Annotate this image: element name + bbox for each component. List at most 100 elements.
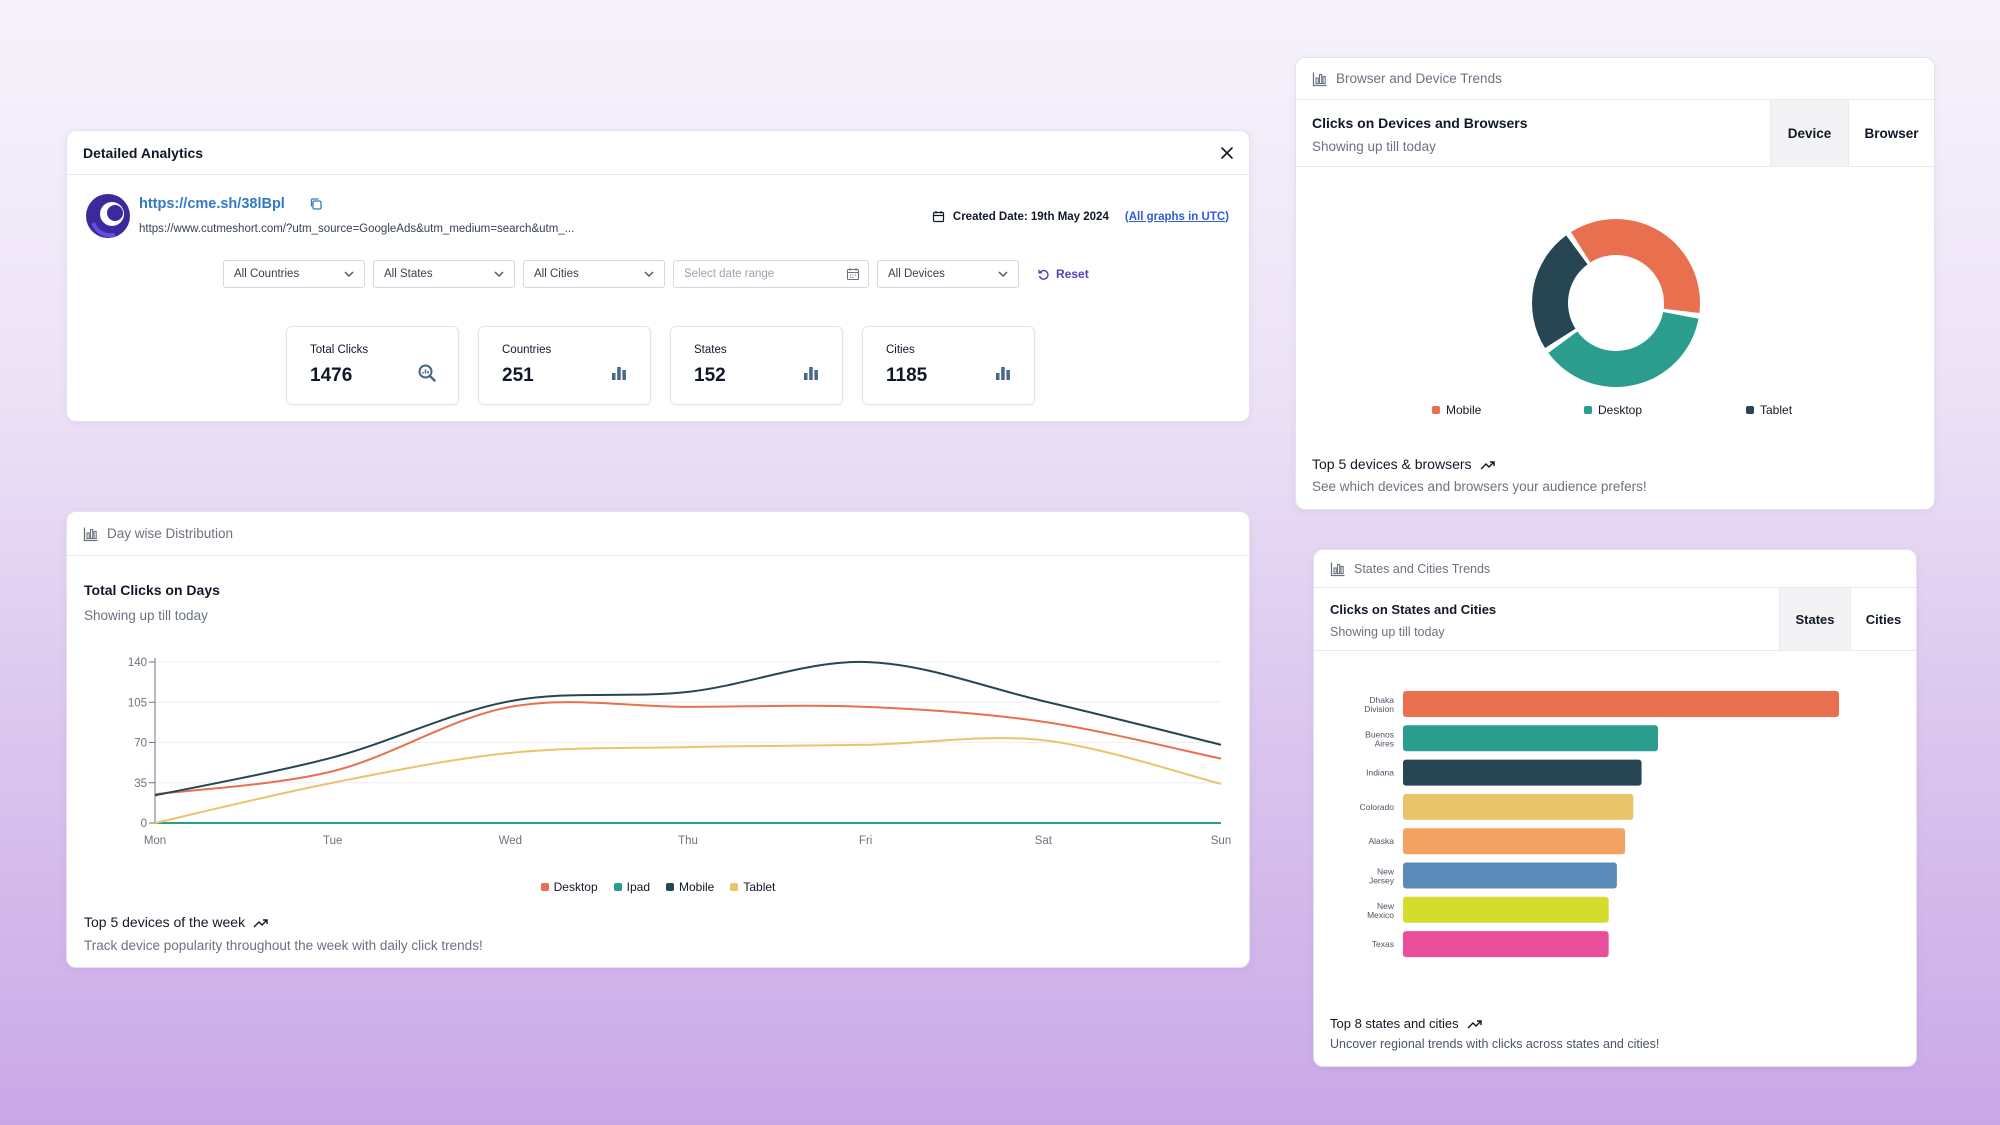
link-info: https://cme.sh/38lBpl https://www.cutmes…: [85, 193, 1235, 243]
bar-chart-icon: [610, 364, 628, 382]
browser-device-trends-panel: Browser and Device Trends Clicks on Devi…: [1295, 57, 1935, 510]
short-url-link[interactable]: https://cme.sh/38lBpl: [139, 196, 285, 212]
date-range-placeholder: Select date range: [684, 268, 775, 280]
chart-icon: [1330, 561, 1346, 577]
x-tick-label: Fri: [859, 835, 872, 847]
devices-select-value: All Devices: [888, 268, 945, 280]
stat-value: 251: [502, 365, 534, 386]
chart-title: Clicks on States and Cities: [1330, 602, 1497, 617]
stat-label: Cities: [886, 344, 915, 356]
donut-slice-desktop: [1548, 312, 1699, 387]
y-tick-label: 35: [134, 778, 147, 790]
footer-subtitle: See which devices and browsers your audi…: [1312, 479, 1647, 494]
tab-browser[interactable]: Browser: [1848, 100, 1934, 166]
bar-label: New Mexico: [1367, 901, 1395, 920]
series-line-desktop: [154, 701, 1222, 796]
x-tick-label: Sun: [1211, 835, 1231, 847]
legend-swatch: [540, 883, 549, 891]
chart-subtitle: Showing up till today: [1330, 625, 1445, 639]
donut-chart: [1532, 219, 1700, 387]
reset-button[interactable]: Reset: [1037, 267, 1089, 281]
chart-title: Clicks on Devices and Browsers: [1312, 115, 1528, 131]
line-chart: 0 35 70 105 140 Mon Tue Wed Thu Fri Sat Sun: [128, 657, 1231, 847]
panel-header-label: Day wise Distribution: [107, 526, 234, 541]
bar-buenos-aires: [1403, 725, 1659, 752]
panel-header: States and Cities Trends: [1314, 550, 1916, 588]
chart-tabbar: Clicks on Devices and Browsers Showing u…: [1296, 100, 1934, 167]
day-wise-distribution-panel: Day wise Distribution Total Clicks on Da…: [66, 511, 1250, 968]
y-tick-label: 70: [134, 738, 147, 750]
footer-title: Top 8 states and cities: [1330, 1016, 1483, 1031]
legend-item-mobile[interactable]: Mobile: [666, 880, 714, 894]
stat-label: Countries: [502, 344, 552, 356]
stat-card-total-clicks: Total Clicks 1476: [286, 326, 459, 405]
footer-title-text: Top 5 devices of the week: [84, 914, 246, 930]
legend-item-desktop[interactable]: Desktop: [1584, 403, 1642, 417]
tab-cities[interactable]: Cities: [1850, 588, 1916, 650]
tab-device[interactable]: Device: [1770, 100, 1848, 166]
bar-chart-icon: [994, 364, 1012, 382]
legend-item-tablet[interactable]: Tablet: [730, 880, 775, 894]
states-select[interactable]: All States: [373, 260, 515, 288]
trending-up-icon: [1480, 458, 1496, 470]
horizontal-bar-chart: Dhaka Division Buenos Aires Indiana Colorado A…: [1360, 691, 1839, 958]
x-tick-label: Tue: [323, 835, 342, 847]
x-tick-label: Sat: [1035, 835, 1053, 847]
created-date-label: Created Date: 19th May 2024: [952, 210, 1109, 223]
legend-swatch: [1746, 406, 1754, 414]
legend-swatch: [1432, 406, 1440, 414]
bar-colorado: [1403, 793, 1634, 820]
footer-title-text: Top 8 states and cities: [1330, 1016, 1459, 1031]
legend-label: Mobile: [679, 880, 715, 894]
created-date: Created Date: 19th May 2024 (All graphs …: [932, 210, 1229, 223]
reset-icon: [1037, 268, 1050, 281]
legend-label: Tablet: [1760, 403, 1793, 417]
calendar-icon: [846, 267, 860, 281]
chart-subtitle: Showing up till today: [1312, 139, 1436, 154]
legend-swatch: [730, 883, 739, 891]
copy-icon[interactable]: [309, 197, 323, 211]
legend-label: Ipad: [626, 880, 650, 894]
bar-dhaka-division: [1403, 691, 1839, 717]
footer-title-text: Top 5 devices & browsers: [1312, 456, 1472, 472]
bar-new-jersey: [1403, 862, 1617, 889]
destination-url: https://www.cutmeshort.com/?utm_source=G…: [139, 223, 575, 235]
tab-states[interactable]: States: [1779, 588, 1850, 650]
donut-slice-mobile: [1571, 219, 1700, 313]
search-chart-icon: [418, 364, 436, 382]
bar-label: Indiana: [1366, 768, 1394, 778]
stat-value: 1476: [310, 365, 353, 386]
brand-logo-icon: [85, 193, 131, 239]
devices-select[interactable]: All Devices: [877, 260, 1019, 288]
panel-header-label: Browser and Device Trends: [1336, 71, 1502, 86]
footer-subtitle: Track device popularity throughout the w…: [84, 938, 483, 953]
reset-label: Reset: [1056, 267, 1089, 281]
date-range-input[interactable]: Select date range: [673, 260, 869, 288]
cities-select[interactable]: All Cities: [523, 260, 665, 288]
countries-select[interactable]: All Countries: [223, 260, 365, 288]
chart-icon: [1312, 71, 1328, 87]
bar-label: Texas: [1372, 939, 1394, 949]
y-tick-label: 105: [128, 697, 147, 709]
chart-icon: [83, 526, 99, 542]
filter-bar: All Countries All States All Cities Sele…: [223, 259, 1089, 289]
bar-new-mexico: [1403, 896, 1609, 923]
x-tick-label: Thu: [678, 835, 698, 847]
trending-up-icon: [253, 916, 269, 928]
calendar-icon: [932, 210, 945, 223]
series-line-tablet: [154, 737, 1222, 824]
legend-item-mobile[interactable]: Mobile: [1432, 403, 1481, 417]
close-icon[interactable]: [1217, 143, 1237, 163]
utc-link[interactable]: (All graphs in UTC): [1124, 210, 1229, 223]
chart-title: Total Clicks on Days: [84, 582, 220, 598]
bar-label: Dhaka Division: [1364, 695, 1394, 714]
legend-item-ipad[interactable]: Ipad: [613, 880, 650, 894]
series-line-mobile: [154, 660, 1222, 797]
states-cities-trends-panel: States and Cities Trends Clicks on State…: [1313, 549, 1917, 1067]
legend-item-tablet[interactable]: Tablet: [1746, 403, 1792, 417]
legend-item-desktop[interactable]: Desktop: [540, 880, 598, 894]
footer-title: Top 5 devices & browsers: [1312, 456, 1496, 472]
stat-label: States: [694, 344, 727, 356]
chevron-down-icon: [492, 267, 506, 281]
chevron-down-icon: [996, 267, 1010, 281]
